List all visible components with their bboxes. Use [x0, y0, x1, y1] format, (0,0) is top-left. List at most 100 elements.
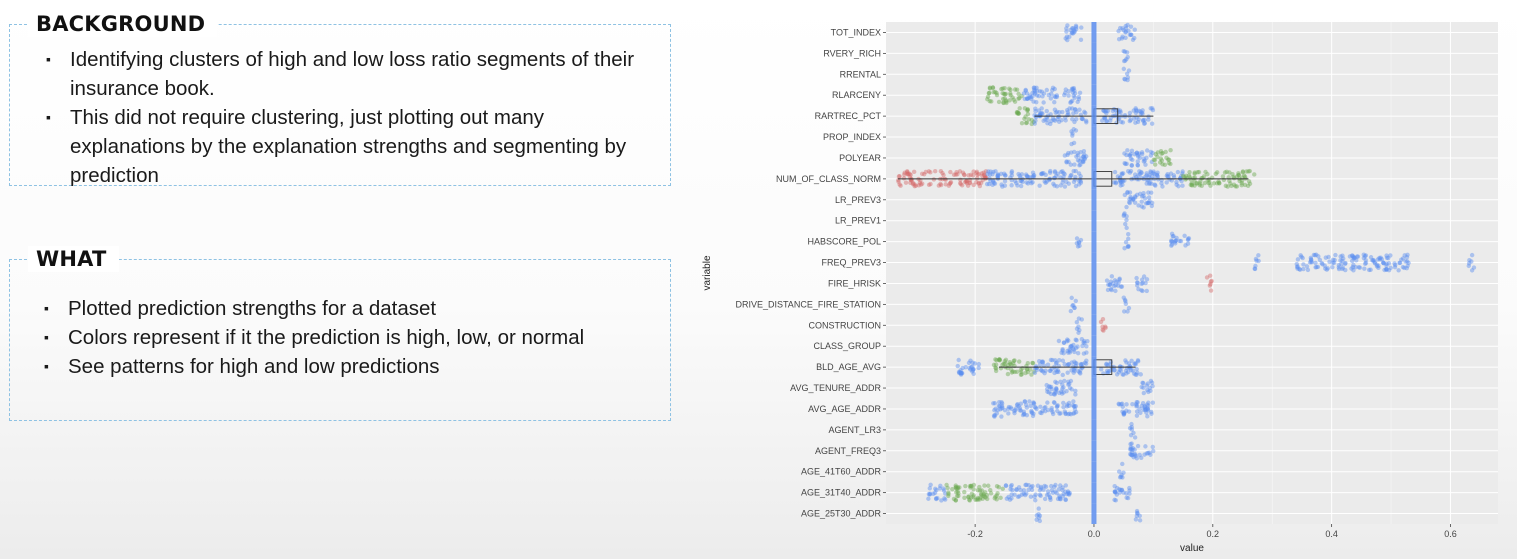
- data-point: [1118, 179, 1124, 185]
- data-point: [1351, 256, 1356, 261]
- data-point: [996, 173, 1001, 178]
- data-point: [1131, 197, 1136, 202]
- data-point: [1149, 181, 1154, 186]
- data-point: [1025, 174, 1031, 180]
- data-point: [958, 368, 963, 373]
- data-point: [1120, 179, 1125, 184]
- data-point: [977, 183, 983, 189]
- data-point: [1144, 410, 1149, 415]
- data-point: [997, 357, 1003, 363]
- data-point: [1067, 350, 1073, 355]
- data-point: [1124, 204, 1129, 210]
- data-point: [1127, 488, 1132, 493]
- data-point: [1029, 487, 1035, 493]
- data-point: [1049, 406, 1054, 411]
- data-point: [982, 494, 987, 499]
- data-point: [1018, 401, 1024, 406]
- data-point: [1146, 200, 1152, 206]
- data-point: [1357, 265, 1363, 270]
- data-point: [1060, 372, 1065, 378]
- data-point: [970, 360, 975, 365]
- zero-value-points: [1091, 461, 1097, 483]
- data-point: [1165, 174, 1171, 179]
- data-point: [1371, 258, 1376, 263]
- data-point: [1201, 174, 1207, 179]
- what-bullet: Colors represent if it the prediction is…: [40, 323, 660, 352]
- data-point: [1064, 402, 1070, 407]
- data-point: [1074, 240, 1080, 246]
- data-point: [1075, 157, 1081, 163]
- data-point: [958, 372, 964, 377]
- data-point: [975, 495, 981, 501]
- data-point: [1070, 106, 1075, 111]
- data-point: [1043, 117, 1048, 122]
- data-point: [1139, 169, 1144, 175]
- data-point: [971, 366, 976, 372]
- data-point: [1107, 282, 1113, 287]
- data-point: [976, 361, 982, 367]
- data-point: [1063, 118, 1068, 123]
- data-point: [1113, 288, 1118, 294]
- data-point: [1056, 119, 1062, 125]
- data-point: [1140, 108, 1145, 113]
- data-point: [1145, 387, 1150, 393]
- data-point: [1135, 283, 1140, 288]
- data-point: [910, 180, 916, 186]
- data-point: [988, 169, 993, 174]
- data-point: [988, 178, 993, 184]
- zero-value-points: [1091, 168, 1097, 190]
- data-point: [1217, 181, 1222, 186]
- data-point: [1066, 181, 1071, 186]
- data-point: [999, 403, 1005, 409]
- y-tick-label: HABSCORE_POL: [807, 237, 881, 247]
- data-point: [1179, 178, 1184, 184]
- data-point: [1024, 413, 1030, 418]
- data-point: [1052, 118, 1058, 123]
- data-point: [1112, 483, 1117, 489]
- data-point: [1080, 159, 1085, 164]
- data-point: [1014, 487, 1019, 492]
- data-point: [970, 369, 975, 374]
- data-point: [1221, 177, 1227, 183]
- data-point: [1073, 403, 1078, 409]
- data-point: [1038, 404, 1043, 410]
- data-point: [1081, 148, 1087, 154]
- zero-value-points: [1091, 22, 1097, 43]
- data-point: [1171, 233, 1176, 239]
- data-point: [969, 491, 975, 497]
- data-point: [1140, 288, 1145, 294]
- data-point: [1072, 349, 1077, 355]
- data-point: [997, 357, 1002, 362]
- data-point: [1140, 118, 1146, 124]
- data-point: [974, 170, 979, 176]
- what-bullet-list: Plotted prediction strengths for a datas…: [40, 294, 660, 381]
- data-point: [1126, 409, 1132, 414]
- data-point: [1143, 174, 1148, 179]
- data-point: [993, 357, 998, 362]
- data-point: [1153, 162, 1158, 167]
- data-point: [1113, 282, 1118, 288]
- data-point: [1148, 106, 1153, 111]
- data-point: [1072, 407, 1078, 412]
- data-point: [1031, 87, 1037, 93]
- data-point: [1309, 259, 1314, 264]
- data-point: [1060, 386, 1065, 391]
- data-point: [1142, 121, 1147, 126]
- data-point: [1059, 391, 1065, 396]
- data-point: [1055, 368, 1061, 373]
- data-point: [1070, 403, 1076, 408]
- data-point: [1392, 261, 1397, 266]
- data-point: [1082, 338, 1087, 344]
- data-point: [957, 485, 962, 490]
- data-point: [1016, 111, 1021, 117]
- data-point: [968, 358, 973, 363]
- data-point: [1037, 183, 1042, 188]
- data-point: [1019, 492, 1025, 497]
- data-point: [1246, 169, 1251, 174]
- data-point: [1146, 190, 1151, 195]
- y-tick-label: DRIVE_DISTANCE_FIRE_STATION: [735, 299, 881, 309]
- x-tick-label: 0.2: [1207, 529, 1220, 539]
- data-point: [1183, 173, 1189, 178]
- data-point: [1012, 358, 1017, 363]
- data-point: [1133, 107, 1139, 112]
